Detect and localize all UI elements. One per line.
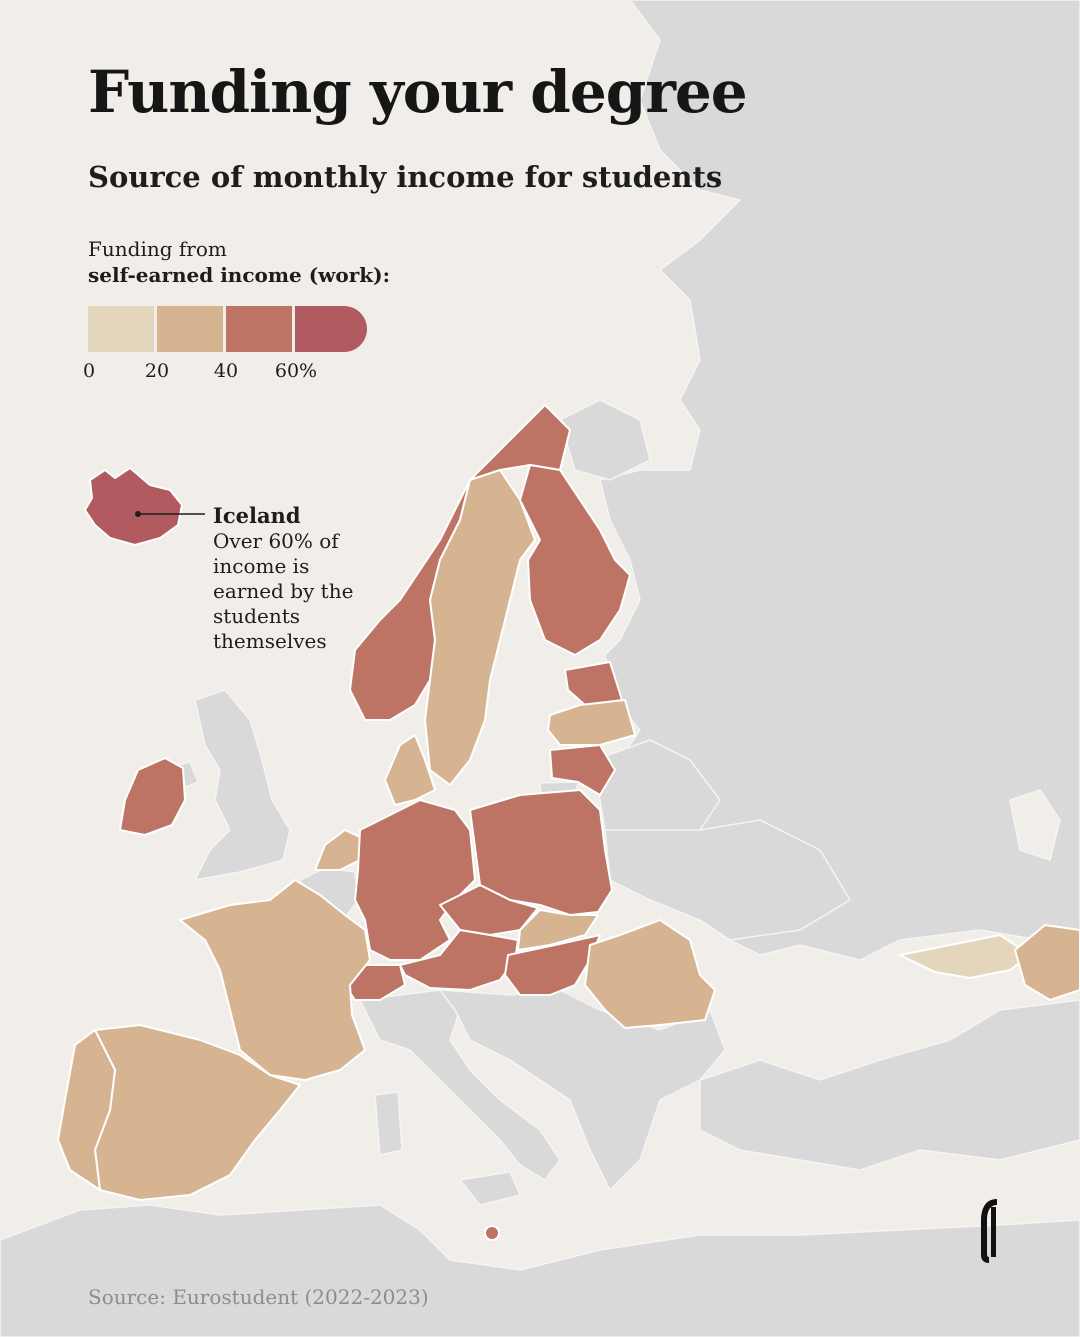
north-africa-land (0, 1204, 1080, 1337)
caspian-sea (1009, 789, 1061, 861)
publisher-logo-icon (981, 1199, 997, 1263)
legend-tick-20: 20 (144, 360, 170, 382)
callout-description: Over 60% of income is earned by the stud… (213, 529, 354, 653)
ukraine-land (604, 819, 852, 941)
legend-swatch-40-60 (226, 306, 292, 352)
sicily-land (458, 1171, 522, 1206)
lithuania-region (549, 744, 616, 796)
legend-swatch-60-plus (295, 306, 367, 352)
legend-swatch-0-20 (88, 306, 154, 352)
slovakia-region (517, 909, 599, 951)
legend-tick-60: 60% (274, 360, 318, 382)
portugal-region (57, 1029, 116, 1191)
malta-region (484, 1225, 500, 1241)
legend-color-bar (88, 306, 367, 352)
balkans-land (438, 989, 726, 1192)
latvia-region (547, 699, 636, 746)
france-region (179, 879, 371, 1081)
legend-title: Funding from self-earned income (work): (88, 236, 390, 288)
page-title: Funding your degree (88, 58, 748, 126)
turkey-land (699, 999, 1080, 1171)
legend-tick-0: 0 (82, 360, 96, 382)
hungary-region (504, 934, 601, 996)
legend-tick-40: 40 (213, 360, 239, 382)
russia-east-land (599, 0, 1080, 961)
iceland-region (84, 467, 183, 546)
finland-region (519, 464, 631, 656)
sardinia-land (374, 1091, 403, 1156)
great-britain-land (193, 689, 291, 881)
iceland-callout: Iceland Over 60% of income is earned by … (213, 503, 413, 654)
ireland-region (119, 757, 186, 836)
legend-title-line1: Funding from (88, 237, 227, 261)
callout-country-name: Iceland (213, 503, 301, 528)
legend-swatch-20-40 (157, 306, 223, 352)
germany-region (354, 799, 476, 961)
legend-title-line2: self-earned income (work): (88, 263, 390, 287)
source-note: Source: Eurostudent (2022-2023) (88, 1285, 429, 1309)
page-subtitle: Source of monthly income for students (88, 160, 723, 194)
netherlands-region (314, 829, 363, 871)
armenia-region (1014, 924, 1080, 1001)
georgia-region (899, 934, 1031, 979)
sweden-region (424, 469, 536, 786)
iceland-callout-marker (135, 511, 205, 517)
kola-land (559, 399, 651, 481)
denmark-region (384, 734, 436, 806)
romania-region (584, 919, 716, 1029)
